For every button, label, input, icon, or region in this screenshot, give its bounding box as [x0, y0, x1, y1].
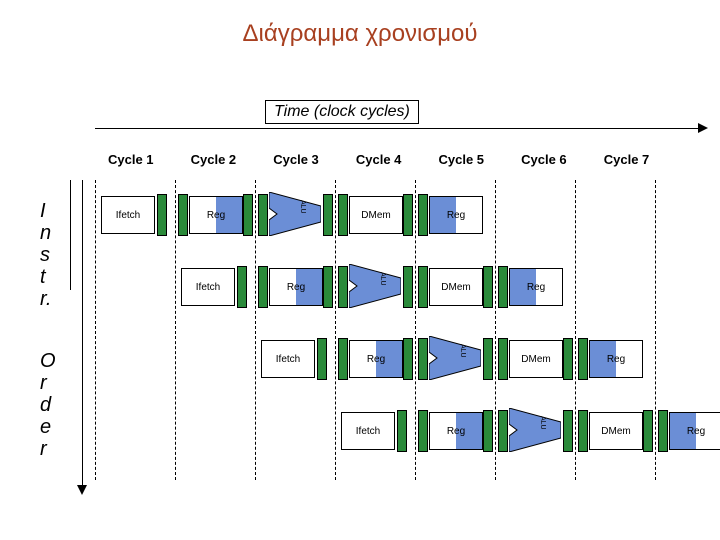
- cycle-label: Cycle 5: [439, 152, 518, 167]
- alu-label: ALU: [299, 200, 306, 214]
- stage-ifetch: Ifetch: [261, 340, 315, 378]
- latch: [643, 410, 653, 452]
- cycle-label: Cycle 7: [604, 152, 683, 167]
- cycle-divider: [655, 180, 656, 480]
- stage-ifetch: Ifetch: [101, 196, 155, 234]
- alu-label: ALU: [539, 416, 546, 430]
- stage-ifetch: Ifetch: [181, 268, 235, 306]
- cycle-divider: [415, 180, 416, 480]
- cycle-labels: Cycle 1 Cycle 2 Cycle 3 Cycle 4 Cycle 5 …: [108, 152, 683, 167]
- stage-reg-write: Reg: [589, 340, 643, 378]
- stage-ifetch: Ifetch: [341, 412, 395, 450]
- stage-dmem: DMem: [589, 412, 643, 450]
- instr-axis-long: [82, 180, 83, 490]
- time-axis-arrow: [698, 123, 708, 133]
- latch: [498, 338, 508, 380]
- cycle-label: Cycle 4: [356, 152, 435, 167]
- cycle-divider: [255, 180, 256, 480]
- latch: [418, 338, 428, 380]
- stage-reg-read: Reg: [189, 196, 243, 234]
- stage-reg-read: Reg: [269, 268, 323, 306]
- latch: [338, 266, 348, 308]
- latch: [563, 410, 573, 452]
- stage-reg-write: Reg: [509, 268, 563, 306]
- latch: [258, 194, 268, 236]
- latch: [498, 266, 508, 308]
- latch: [397, 410, 407, 452]
- latch: [338, 194, 348, 236]
- cycle-label: Cycle 3: [273, 152, 352, 167]
- cycle-divider: [575, 180, 576, 480]
- latch: [403, 266, 413, 308]
- stage-alu: [429, 336, 481, 380]
- cycle-divider: [495, 180, 496, 480]
- latch: [563, 338, 573, 380]
- latch: [578, 338, 588, 380]
- cycle-label: Cycle 6: [521, 152, 600, 167]
- stage-dmem: DMem: [349, 196, 403, 234]
- latch: [483, 338, 493, 380]
- latch: [157, 194, 167, 236]
- alu-label: ALU: [379, 272, 386, 286]
- latch: [418, 410, 428, 452]
- latch: [237, 266, 247, 308]
- instr-axis-arrow: [77, 485, 87, 495]
- latch: [323, 266, 333, 308]
- latch: [323, 194, 333, 236]
- cycle-divider: [335, 180, 336, 480]
- latch: [418, 266, 428, 308]
- latch: [178, 194, 188, 236]
- stage-reg-read: Reg: [349, 340, 403, 378]
- latch: [317, 338, 327, 380]
- stage-dmem: DMem: [509, 340, 563, 378]
- latch: [243, 194, 253, 236]
- cycle-label: Cycle 1: [108, 152, 187, 167]
- time-axis-line: [95, 128, 705, 129]
- stage-reg-read: Reg: [429, 412, 483, 450]
- cycle-divider: [175, 180, 176, 480]
- latch: [483, 410, 493, 452]
- stage-alu: [269, 192, 321, 236]
- stage-reg-write: Reg: [669, 412, 720, 450]
- time-header: Time (clock cycles): [265, 100, 419, 124]
- latch: [258, 266, 268, 308]
- cycle-label: Cycle 2: [191, 152, 270, 167]
- instr-label: Instr.: [40, 200, 51, 310]
- cycle-divider: [95, 180, 96, 480]
- stage-alu: [349, 264, 401, 308]
- instr-axis-short: [70, 180, 71, 290]
- latch: [418, 194, 428, 236]
- latch: [498, 410, 508, 452]
- latch: [403, 194, 413, 236]
- order-label: Order: [40, 350, 56, 460]
- latch: [338, 338, 348, 380]
- stage-alu: [509, 408, 561, 452]
- latch: [483, 266, 493, 308]
- latch: [578, 410, 588, 452]
- diagram-title: Διάγραμμα χρονισμού: [0, 20, 720, 48]
- latch: [658, 410, 668, 452]
- latch: [403, 338, 413, 380]
- stage-dmem: DMem: [429, 268, 483, 306]
- stage-reg-write: Reg: [429, 196, 483, 234]
- alu-label: ALU: [459, 344, 466, 358]
